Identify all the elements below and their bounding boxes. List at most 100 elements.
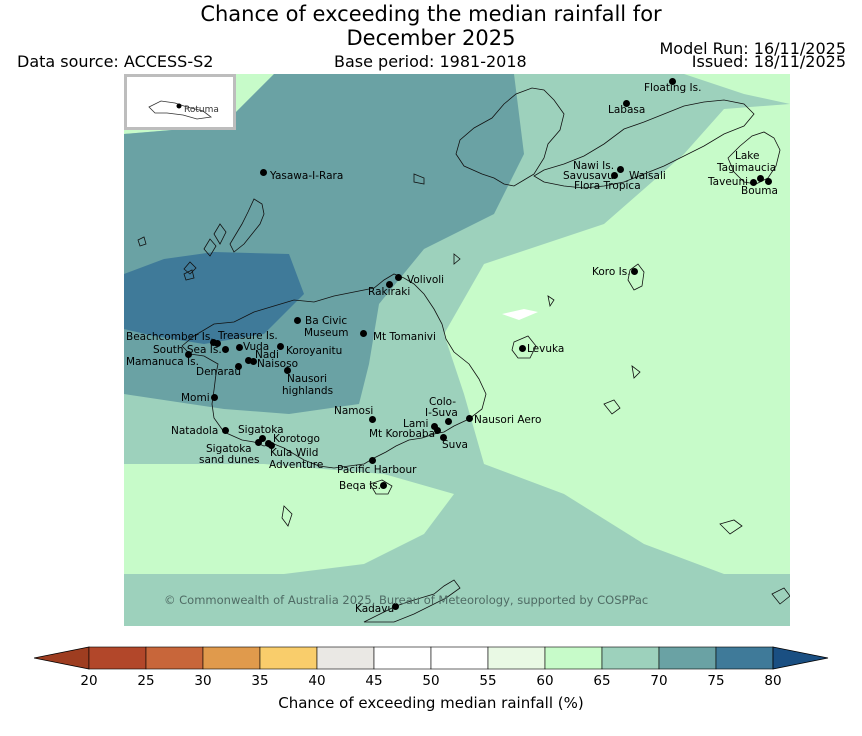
place-volivoli: Volivoli bbox=[407, 274, 445, 286]
rotuma-dot bbox=[176, 103, 182, 109]
moala-coast bbox=[603, 399, 621, 415]
colorbar-extend-low bbox=[34, 646, 90, 670]
place-labasa: Labasa bbox=[608, 104, 646, 116]
colorbar-segment bbox=[601, 646, 660, 670]
islet-6 bbox=[547, 295, 555, 308]
place-mt-tomanivi: Mt Tomanivi bbox=[373, 331, 436, 343]
pacific-harbour-dot bbox=[369, 457, 376, 464]
rotuma-coast bbox=[148, 100, 213, 120]
treasure-dot bbox=[214, 340, 221, 347]
colo-dot bbox=[445, 418, 452, 425]
rotuma-inset-svg bbox=[148, 100, 213, 120]
vanua-levu-coast bbox=[533, 99, 755, 189]
ovalau-coast bbox=[511, 335, 537, 359]
yasawa-dot bbox=[260, 169, 267, 176]
namosi-dot bbox=[369, 416, 376, 423]
map-title-line1: Chance of exceeding the median rainfall … bbox=[200, 2, 662, 26]
colorbar-tick-label: 40 bbox=[308, 673, 326, 689]
beachcomber-dot bbox=[210, 339, 217, 346]
colorbar-segment bbox=[487, 646, 546, 670]
map-title: Chance of exceeding the median rainfall … bbox=[0, 2, 862, 50]
colorbar-segment bbox=[658, 646, 717, 670]
tomanivi-dot bbox=[360, 330, 367, 337]
nawi-dot bbox=[617, 166, 624, 173]
place-nausori-aero: Nausori Aero bbox=[474, 414, 542, 426]
denarau-dot bbox=[235, 363, 242, 370]
vanua-levu-west-coast bbox=[455, 87, 565, 187]
place-isuva: I-Suva bbox=[425, 407, 458, 419]
place-sigatoka2: Sigatoka bbox=[206, 443, 252, 455]
viti-levu-coast bbox=[181, 273, 487, 469]
tagimaucia-dot bbox=[757, 175, 764, 182]
band-75-80 bbox=[124, 252, 304, 344]
place-colo: Colo- bbox=[429, 396, 457, 408]
colorbar bbox=[34, 646, 829, 670]
place-rakiraki: Rakiraki bbox=[368, 286, 411, 298]
map-title-line2: December 2025 bbox=[346, 26, 516, 50]
place-mamanuca: Mamanuca Is. bbox=[126, 356, 199, 368]
colorbar-segment bbox=[715, 646, 774, 670]
rotuma-label: Rotuma bbox=[184, 105, 219, 115]
place-floating: Floating Is. bbox=[644, 82, 702, 94]
copyright-notice: © Commonwealth of Australia 2025, Bureau… bbox=[164, 593, 649, 607]
ba-dot bbox=[294, 317, 301, 324]
place-yasawa: Yasawa-I-Rara bbox=[270, 170, 344, 182]
band-60-65-southwest bbox=[124, 464, 454, 574]
colorbar-tick-label: 20 bbox=[80, 673, 98, 689]
volivoli-dot bbox=[395, 274, 402, 281]
place-koro: Koro Is. bbox=[592, 266, 631, 278]
place-adventure: Adventure bbox=[269, 459, 324, 471]
islet-7 bbox=[631, 365, 641, 379]
islet-4 bbox=[453, 253, 461, 265]
colorbar-tick-label: 80 bbox=[764, 673, 782, 689]
sand-dunes-dot bbox=[255, 439, 262, 446]
place-taveuni: Taveuni bbox=[708, 176, 749, 188]
colorbar-tick-label: 70 bbox=[650, 673, 668, 689]
kula-dot bbox=[268, 442, 275, 449]
place-naisoso: Naisoso bbox=[257, 358, 298, 370]
place-tagimaucia: Tagimaucia bbox=[717, 162, 777, 174]
colorbar-segment bbox=[430, 646, 489, 670]
place-nausori-hl: Nausori bbox=[287, 373, 328, 385]
islet-5 bbox=[183, 269, 195, 281]
south-sea-dot bbox=[222, 346, 229, 353]
koro-coast bbox=[627, 263, 645, 291]
colorbar-label: Chance of exceeding median rainfall (%) bbox=[278, 694, 584, 712]
place-natadola: Natadola bbox=[171, 425, 219, 437]
band-45-55-patch bbox=[502, 309, 538, 320]
nausori-aero-dot bbox=[466, 415, 473, 422]
colorbar-segment bbox=[145, 646, 204, 670]
place-bouma: Bouma bbox=[741, 185, 778, 197]
momi-dot bbox=[211, 394, 218, 401]
naisoso-dot bbox=[250, 358, 257, 365]
colorbar-tick-label: 50 bbox=[422, 673, 440, 689]
band-60-65-east bbox=[444, 104, 790, 574]
koro-dot bbox=[631, 268, 638, 275]
colorbar-segment bbox=[259, 646, 318, 670]
sigatoka-dot bbox=[259, 435, 266, 442]
colorbar-tick-label: 35 bbox=[251, 673, 269, 689]
bouma-dot bbox=[765, 178, 772, 185]
vuda-dot bbox=[236, 344, 243, 351]
place-korotogo: Korotogo bbox=[273, 433, 320, 445]
yasawa-coast bbox=[229, 198, 265, 253]
nadi-dot bbox=[245, 357, 252, 364]
place-levuka: Levuka bbox=[527, 343, 565, 355]
place-denarau: Denarau bbox=[196, 366, 242, 378]
coastlines bbox=[137, 87, 790, 623]
place-kula: Kula Wild bbox=[270, 447, 319, 459]
beqa-dot bbox=[380, 482, 387, 489]
rotuma-inset: Rotuma bbox=[124, 74, 236, 130]
place-koroyanitu: Koroyanitu bbox=[286, 345, 343, 357]
colorbar-segment bbox=[88, 646, 147, 670]
islet-mid bbox=[413, 173, 425, 185]
taveuni-dot bbox=[750, 179, 757, 186]
colorbar-segment bbox=[202, 646, 261, 670]
colorbar-tick-label: 30 bbox=[194, 673, 212, 689]
taveuni-coast bbox=[727, 131, 781, 185]
koroyanitu-dot bbox=[277, 343, 284, 350]
place-treasure: Treasure Is. bbox=[218, 330, 278, 342]
colorbar-segment bbox=[373, 646, 432, 670]
yasawa-islet-2 bbox=[203, 238, 217, 257]
place-lami: Lami bbox=[403, 418, 429, 430]
